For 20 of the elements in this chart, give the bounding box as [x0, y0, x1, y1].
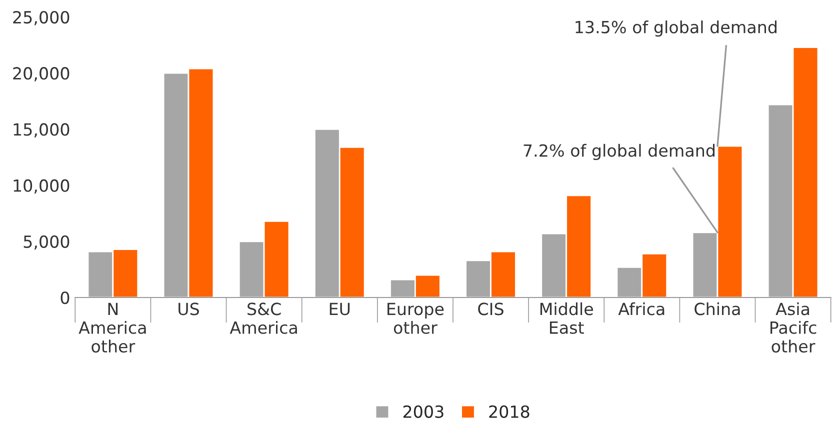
annotation: 13.5% of global demand	[576, 20, 776, 37]
annotation: 7.2% of global demand	[524, 144, 714, 160]
y-tick-label: 25,000	[13, 10, 70, 26]
x-tick-label: CIS	[478, 302, 504, 316]
x-tick-label: Asia Pacifc other	[770, 302, 816, 353]
y-tick-label: 10,000	[14, 179, 70, 194]
x-tick-label: Europe other	[388, 302, 444, 334]
y-tick-label: 15,000	[14, 123, 70, 138]
x-tick-label: China	[694, 302, 740, 316]
x-tick-label: EU	[330, 302, 350, 316]
x-tick-label: S&C America	[230, 302, 297, 334]
x-tick-label: Africa	[618, 302, 664, 316]
y-tick-label: 0	[60, 291, 70, 304]
legend-label: 2003	[403, 405, 444, 418]
y-tick-label: 20,000	[13, 67, 70, 82]
legend-label: 2018	[489, 405, 530, 418]
x-tick-label: US	[178, 302, 199, 316]
x-tick-label: Middle East	[540, 302, 593, 334]
y-tick-label: 5,000	[24, 235, 70, 250]
x-tick-label: N America other	[78, 302, 146, 353]
